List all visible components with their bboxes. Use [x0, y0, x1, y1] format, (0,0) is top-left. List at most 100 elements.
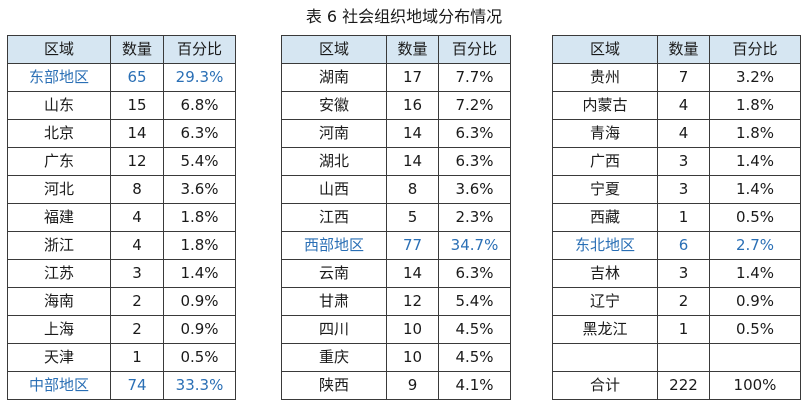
cell-region — [552, 343, 658, 372]
table-row: 黑龙江 1 0.5% — [552, 315, 801, 344]
cell-region: 上海 — [7, 315, 111, 344]
cell-region: 贵州 — [552, 63, 658, 92]
cell-percent: 3.6% — [438, 175, 511, 204]
table-row: 江苏 3 1.4% — [7, 259, 236, 288]
table-row: 山东 15 6.8% — [7, 91, 236, 120]
cell-count — [657, 343, 710, 372]
cell-region: 安徽 — [281, 91, 387, 120]
table-row: 云南 14 6.3% — [281, 259, 511, 288]
cell-percent: 0.5% — [709, 203, 801, 232]
table-row: 北京 14 6.3% — [7, 119, 236, 148]
header-count: 数量 — [657, 35, 710, 64]
header-percent: 百分比 — [163, 35, 236, 64]
table-row — [552, 343, 801, 372]
table-row: 合计 222 100% — [552, 371, 801, 400]
cell-region: 黑龙江 — [552, 315, 658, 344]
cell-count: 3 — [657, 147, 710, 176]
cell-count: 12 — [386, 287, 439, 316]
cell-percent: 1.4% — [163, 259, 236, 288]
cell-percent: 5.4% — [163, 147, 236, 176]
cell-percent: 3.2% — [709, 63, 801, 92]
cell-percent: 6.3% — [163, 119, 236, 148]
table-row: 青海 4 1.8% — [552, 119, 801, 148]
table-row: 福建 4 1.8% — [7, 203, 236, 232]
table-row: 内蒙古 4 1.8% — [552, 91, 801, 120]
cell-region: 广东 — [7, 147, 111, 176]
cell-region: 吉林 — [552, 259, 658, 288]
header-percent: 百分比 — [709, 35, 801, 64]
table-row: 东部地区 65 29.3% — [7, 63, 236, 92]
cell-count: 6 — [657, 231, 710, 260]
header-percent: 百分比 — [438, 35, 511, 64]
cell-region: 青海 — [552, 119, 658, 148]
cell-region: 东北地区 — [552, 231, 658, 260]
header-count: 数量 — [386, 35, 439, 64]
table-row: 天津 1 0.5% — [7, 343, 236, 372]
cell-percent: 1.4% — [709, 259, 801, 288]
cell-region: 山东 — [7, 91, 111, 120]
table-row: 贵州 7 3.2% — [552, 63, 801, 92]
cell-count: 3 — [110, 259, 164, 288]
cell-region: 内蒙古 — [552, 91, 658, 120]
cell-percent: 0.5% — [709, 315, 801, 344]
table-row: 浙江 4 1.8% — [7, 231, 236, 260]
cell-count: 14 — [386, 119, 439, 148]
cell-percent: 2.7% — [709, 231, 801, 260]
cell-region: 福建 — [7, 203, 111, 232]
header-region: 区域 — [7, 35, 111, 64]
cell-region: 四川 — [281, 315, 387, 344]
cell-region: 中部地区 — [7, 371, 111, 400]
cell-percent: 4.5% — [438, 343, 511, 372]
table-row: 河南 14 6.3% — [281, 119, 511, 148]
cell-count: 74 — [110, 371, 164, 400]
header-region: 区域 — [281, 35, 387, 64]
cell-percent — [709, 343, 801, 372]
cell-count: 4 — [110, 203, 164, 232]
cell-count: 1 — [657, 315, 710, 344]
cell-count: 14 — [110, 119, 164, 148]
cell-count: 4 — [110, 231, 164, 260]
cell-count: 9 — [386, 371, 439, 400]
cell-region: 河北 — [7, 175, 111, 204]
cell-percent: 6.3% — [438, 119, 511, 148]
cell-region: 湖南 — [281, 63, 387, 92]
cell-count: 17 — [386, 63, 439, 92]
cell-count: 65 — [110, 63, 164, 92]
cell-region: 天津 — [7, 343, 111, 372]
cell-count: 3 — [657, 175, 710, 204]
cell-percent: 6.8% — [163, 91, 236, 120]
cell-percent: 1.4% — [709, 175, 801, 204]
cell-count: 77 — [386, 231, 439, 260]
table-row: 山西 8 3.6% — [281, 175, 511, 204]
cell-percent: 6.3% — [438, 147, 511, 176]
table-row: 甘肃 12 5.4% — [281, 287, 511, 316]
cell-count: 14 — [386, 147, 439, 176]
cell-region: 西藏 — [552, 203, 658, 232]
cell-percent: 1.4% — [709, 147, 801, 176]
cell-region: 江苏 — [7, 259, 111, 288]
cell-region: 宁夏 — [552, 175, 658, 204]
table-row: 广西 3 1.4% — [552, 147, 801, 176]
cell-count: 16 — [386, 91, 439, 120]
cell-region: 河南 — [281, 119, 387, 148]
cell-percent: 7.7% — [438, 63, 511, 92]
table-row: 陕西 9 4.1% — [281, 371, 511, 400]
cell-percent: 0.5% — [163, 343, 236, 372]
cell-count: 15 — [110, 91, 164, 120]
cell-percent: 4.1% — [438, 371, 511, 400]
cell-region: 东部地区 — [7, 63, 111, 92]
table-row: 吉林 3 1.4% — [552, 259, 801, 288]
cell-count: 3 — [657, 259, 710, 288]
cell-region: 湖北 — [281, 147, 387, 176]
table-row: 江西 5 2.3% — [281, 203, 511, 232]
header-region: 区域 — [552, 35, 658, 64]
region-table-3: 区域 数量 百分比 贵州 7 3.2% 内蒙古 4 1.8% 青海 4 1.8% 广西 3 1.4% 宁… — [552, 35, 801, 400]
table-row: 广东 12 5.4% — [7, 147, 236, 176]
table-row: 西部地区 77 34.7% — [281, 231, 511, 260]
region-table-1: 区域 数量 百分比 东部地区 65 29.3% 山东 15 6.8% 北京 14 6.3% 广东 1… — [7, 35, 236, 400]
cell-percent: 29.3% — [163, 63, 236, 92]
cell-count: 10 — [386, 315, 439, 344]
cell-percent: 7.2% — [438, 91, 511, 120]
cell-count: 2 — [657, 287, 710, 316]
header-count: 数量 — [110, 35, 164, 64]
